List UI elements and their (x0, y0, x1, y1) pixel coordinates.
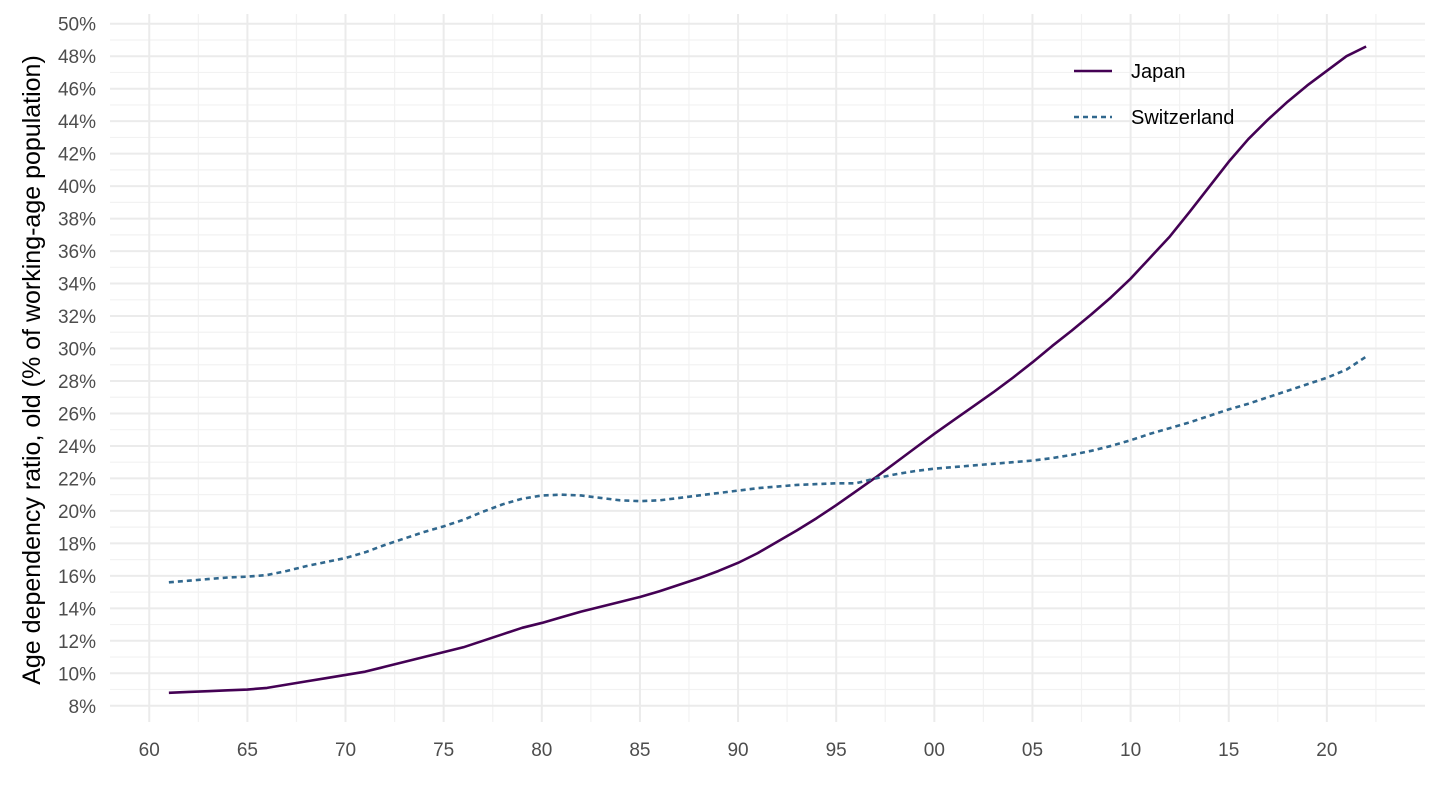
x-axis-tick-labels: 60 65 70 75 80 85 90 95 00 05 10 15 20 (139, 740, 1338, 761)
y-tick-label: 38% (58, 210, 96, 231)
y-tick-label: 34% (58, 275, 96, 296)
x-tick-label: 10 (1120, 740, 1141, 761)
y-tick-label: 30% (58, 340, 96, 361)
y-tick-label: 28% (58, 372, 96, 393)
x-tick-label: 15 (1218, 740, 1239, 761)
y-tick-label: 50% (58, 15, 96, 36)
y-tick-label: 40% (58, 177, 96, 198)
x-tick-label: 90 (727, 740, 748, 761)
y-tick-label: 42% (58, 145, 96, 166)
x-tick-label: 05 (1022, 740, 1043, 761)
y-tick-label: 12% (58, 632, 96, 653)
y-tick-label: 46% (58, 80, 96, 101)
series-line-japan (168, 45, 1367, 695)
y-tick-label: 36% (58, 242, 96, 263)
y-tick-label: 26% (58, 404, 96, 425)
legend-label-japan: Japan (1131, 61, 1186, 83)
y-tick-label: 48% (58, 47, 96, 68)
y-tick-label: 24% (58, 437, 96, 458)
y-axis-title: Age dependency ratio, old (% of working-… (18, 55, 46, 685)
x-tick-label: 75 (433, 740, 454, 761)
series-lines (168, 45, 1367, 695)
x-tick-label: 85 (629, 740, 650, 761)
x-tick-label: 65 (237, 740, 258, 761)
x-tick-label: 60 (139, 740, 160, 761)
gridlines (110, 14, 1425, 722)
legend: Japan Switzerland (1074, 61, 1234, 129)
y-tick-label: 14% (58, 599, 96, 620)
x-tick-label: 80 (531, 740, 552, 761)
y-tick-label: 44% (58, 112, 96, 133)
y-axis-tick-labels: 8% 10% 12% 14% 16% 18% 20% 22% 24% 26% 28% 30% 32% 34… (58, 15, 96, 718)
y-tick-label: 32% (58, 307, 96, 328)
y-tick-label: 20% (58, 502, 96, 523)
y-tick-label: 22% (58, 469, 96, 490)
x-tick-label: 00 (924, 740, 945, 761)
y-tick-label: 16% (58, 567, 96, 588)
series-line-switzerland (168, 355, 1367, 584)
y-tick-label: 8% (69, 697, 97, 718)
x-tick-label: 95 (826, 740, 847, 761)
y-tick-label: 10% (58, 664, 96, 685)
x-tick-label: 20 (1316, 740, 1337, 761)
x-tick-label: 70 (335, 740, 356, 761)
legend-label-switzerland: Switzerland (1131, 107, 1234, 129)
y-tick-label: 18% (58, 534, 96, 555)
